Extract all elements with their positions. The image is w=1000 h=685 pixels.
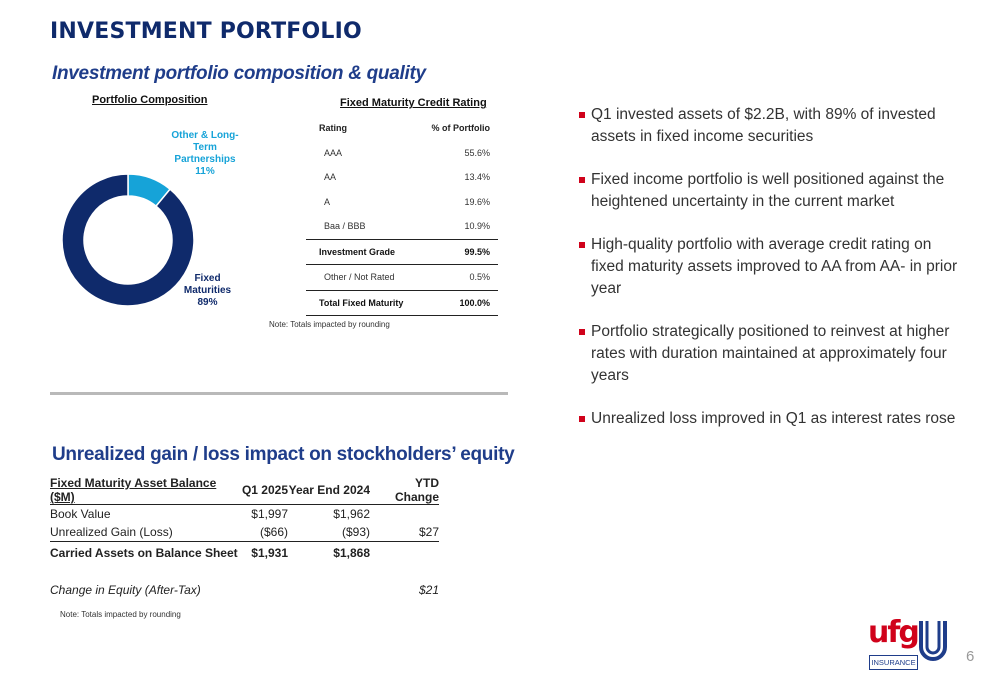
rating-value: 99.5% <box>420 238 498 265</box>
credit-rating-table: Rating % of Portfolio AAA 55.6% AA 13.4%… <box>306 116 498 316</box>
bullet-text: Unrealized loss improved in Q1 as intere… <box>591 410 956 427</box>
section-title-equity: Unrealized gain / loss impact on stockho… <box>52 444 515 465</box>
logo-wordmark: ufg <box>868 615 920 650</box>
rating-value: 55.6% <box>464 147 490 158</box>
balance-header-ye: Year End 2024 <box>288 476 370 505</box>
credit-rating-title: Fixed Maturity Credit Rating <box>340 97 487 109</box>
balance-header-label-text: Fixed Maturity Asset Balance ($M) <box>50 476 217 504</box>
balance-header-label: Fixed Maturity Asset Balance ($M) <box>50 476 240 505</box>
donut-label-other: Other & Long- Term Partnerships 11% <box>170 130 240 178</box>
balance-cell: ($66) <box>259 525 288 539</box>
balance-cell <box>370 505 439 524</box>
asset-balance-table: Fixed Maturity Asset Balance ($M) Q1 202… <box>50 476 439 599</box>
table-spacer-row <box>50 563 439 581</box>
balance-note: Note: Totals impacted by rounding <box>60 610 181 619</box>
rating-value: 100.0% <box>420 289 498 316</box>
rating-note: Note: Totals impacted by rounding <box>269 320 390 329</box>
rating-value: 13.4% <box>464 172 490 183</box>
page-title: INVESTMENT PORTFOLIO <box>50 19 362 44</box>
balance-cell: $1,997 <box>251 507 288 521</box>
bullet-square-icon <box>579 242 585 248</box>
donut-label-other-line-2: Term <box>193 142 217 153</box>
bullet-text: Portfolio strategically positioned to re… <box>591 323 950 384</box>
table-row: Book Value $1,997 $1,962 <box>50 505 439 524</box>
bullet-text: Q1 invested assets of $2.2B, with 89% of… <box>591 106 936 145</box>
bullet-square-icon <box>579 416 585 422</box>
logo-emblem-icon <box>919 621 947 661</box>
table-row: Other / Not Rated 0.5% <box>306 265 498 291</box>
table-row-equity: Change in Equity (After-Tax) $21 <box>50 581 439 599</box>
bullet-text: High-quality portfolio with average cred… <box>591 236 958 297</box>
donut-label-fixed-line-1: Fixed <box>194 273 221 284</box>
rating-label: AA <box>324 172 337 183</box>
donut-label-fixed-pct: 89% <box>197 297 218 308</box>
balance-cell <box>240 581 288 599</box>
table-row-total: Carried Assets on Balance Sheet $1,931 $… <box>50 541 439 563</box>
bullet-square-icon <box>579 329 585 335</box>
rating-label: AAA <box>324 147 343 158</box>
table-row: Unrealized Gain (Loss) ($66) ($93) $27 <box>50 523 439 542</box>
rating-header: Rating <box>319 123 347 134</box>
rating-value: 0.5% <box>469 272 490 283</box>
balance-header-ytd: YTD Change <box>370 476 439 505</box>
section-title-composition: Investment portfolio composition & quali… <box>52 63 426 84</box>
rating-label: Total Fixed Maturity <box>306 289 421 316</box>
page-number: 6 <box>966 648 975 665</box>
portfolio-composition-title: Portfolio Composition <box>92 94 208 106</box>
portfolio-pct-header: % of Portfolio <box>431 123 491 134</box>
table-row-total: Total Fixed Maturity 100.0% <box>306 289 498 316</box>
donut-label-other-line-3: Partnerships <box>174 154 236 165</box>
balance-cell: $27 <box>418 525 439 539</box>
balance-cell <box>370 541 439 563</box>
rating-value: 10.9% <box>464 221 490 232</box>
balance-row-label: Carried Assets on Balance Sheet <box>50 541 240 563</box>
rating-label: Investment Grade <box>306 238 421 265</box>
list-item: Q1 invested assets of $2.2B, with 89% of… <box>579 104 959 148</box>
balance-cell: $1,962 <box>333 507 370 521</box>
table-row: Baa / BBB 10.9% <box>306 214 498 239</box>
balance-cell <box>288 581 370 599</box>
balance-cell: $21 <box>418 583 439 597</box>
bullet-text: Fixed income portfolio is well positione… <box>591 171 945 210</box>
balance-cell: ($93) <box>341 525 370 539</box>
rating-value: 19.6% <box>464 196 490 207</box>
balance-header-q1: Q1 2025 <box>240 476 288 505</box>
list-item: Fixed income portfolio is well positione… <box>579 169 959 213</box>
list-item: Portfolio strategically positioned to re… <box>579 321 959 387</box>
bullet-square-icon <box>579 112 585 118</box>
section-divider <box>50 392 508 395</box>
bullet-square-icon <box>579 177 585 183</box>
credit-rating-header-row: Rating % of Portfolio <box>306 116 498 141</box>
table-row: A 19.6% <box>306 190 498 215</box>
balance-header-row: Fixed Maturity Asset Balance ($M) Q1 202… <box>50 476 439 505</box>
donut-slice-fixed <box>61 173 195 307</box>
portfolio-composition-donut <box>61 173 195 307</box>
donut-label-other-line-1: Other & Long- <box>171 130 239 141</box>
key-points-list: Q1 invested assets of $2.2B, with 89% of… <box>579 104 959 451</box>
rating-label: Baa / BBB <box>324 221 366 232</box>
donut-label-other-pct: 11% <box>195 166 215 177</box>
table-row-subtotal: Investment Grade 99.5% <box>306 238 498 265</box>
ufg-logo: ufg INSURANCE <box>868 615 948 670</box>
list-item: Unrealized loss improved in Q1 as intere… <box>579 408 959 430</box>
rating-label: A <box>324 196 331 207</box>
balance-row-label: Book Value <box>50 507 111 521</box>
table-row: AA 13.4% <box>306 165 498 190</box>
table-row: AAA 55.6% <box>306 141 498 166</box>
rating-label: Other / Not Rated <box>324 272 395 283</box>
balance-row-label: Change in Equity (After-Tax) <box>50 583 201 597</box>
balance-row-label: Unrealized Gain (Loss) <box>50 525 173 539</box>
balance-cell: $1,931 <box>240 541 288 563</box>
donut-label-fixed-line-2: Maturities <box>183 285 232 296</box>
donut-label-fixed: Fixed Maturities 89% <box>180 273 235 309</box>
logo-insurance-label: INSURANCE <box>869 655 918 670</box>
list-item: High-quality portfolio with average cred… <box>579 234 959 300</box>
balance-cell: $1,868 <box>288 541 370 563</box>
